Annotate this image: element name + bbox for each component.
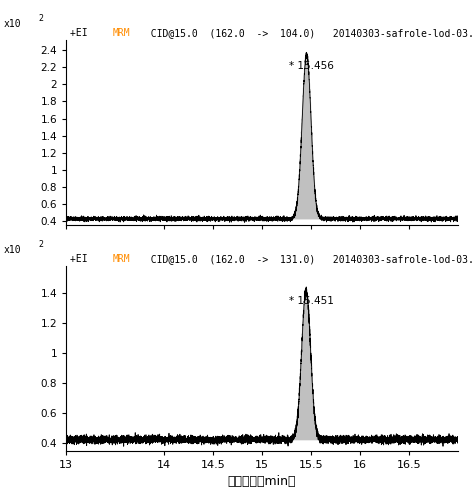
Text: MRM: MRM <box>113 254 131 264</box>
Text: +EI: +EI <box>70 254 100 264</box>
Text: 2: 2 <box>39 15 43 24</box>
Text: x10: x10 <box>3 19 21 29</box>
Text: x10: x10 <box>3 245 21 255</box>
Text: +EI: +EI <box>70 28 100 38</box>
Text: CID@15.0  (162.0  ->  131.0)   20140303-safrole-lod-03.D: CID@15.0 (162.0 -> 131.0) 20140303-safro… <box>139 254 472 264</box>
Text: MRM: MRM <box>113 28 131 38</box>
Text: * 15.456: * 15.456 <box>289 61 334 71</box>
Text: 2: 2 <box>39 240 43 249</box>
X-axis label: 采集时间（min）: 采集时间（min） <box>228 475 296 488</box>
Text: * 15.451: * 15.451 <box>288 296 333 306</box>
Text: CID@15.0  (162.0  ->  104.0)   20140303-safrole-lod-03.D: CID@15.0 (162.0 -> 104.0) 20140303-safro… <box>139 28 472 38</box>
